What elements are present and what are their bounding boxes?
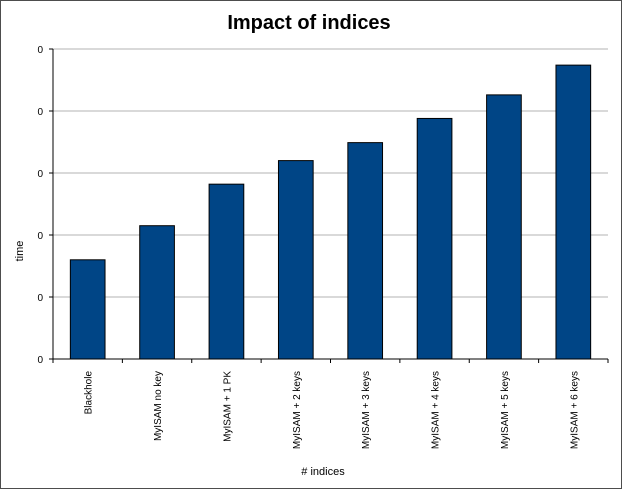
bar xyxy=(277,160,314,360)
bar xyxy=(416,117,453,360)
bar xyxy=(139,225,175,360)
x-axis-label: # indices xyxy=(301,466,345,478)
axes xyxy=(52,49,608,360)
y-ticks: 0 0 0 0 0 0 xyxy=(37,45,53,366)
y-tick-label: 0 xyxy=(37,169,43,180)
x-tick-label: MyISAM no key xyxy=(153,371,164,441)
bar xyxy=(347,142,384,360)
y-tick-label: 0 xyxy=(37,293,43,304)
y-tick-label: 0 xyxy=(37,355,43,366)
bars xyxy=(69,64,592,360)
x-ticks: Blackhole MyISAM no key MyISAM + 1 PK MyISA… xyxy=(52,359,609,449)
y-axis-label: time xyxy=(14,241,26,262)
x-tick-label: MyISAM + 4 keys xyxy=(431,371,442,449)
chart-title: Impact of indices xyxy=(227,12,390,34)
y-tick-label: 0 xyxy=(37,107,43,118)
bar xyxy=(486,94,522,360)
gridlines xyxy=(53,48,608,360)
bar xyxy=(555,64,592,360)
bar xyxy=(69,259,106,360)
bar xyxy=(208,183,245,360)
x-tick-label: MyISAM + 6 keys xyxy=(569,371,580,449)
y-tick-label: 0 xyxy=(37,45,43,56)
y-tick-label: 0 xyxy=(37,231,43,242)
x-tick-label: MyISAM + 2 keys xyxy=(292,371,303,449)
x-tick-label: MyISAM + 1 PK xyxy=(222,371,233,442)
x-tick-label: MyISAM + 3 keys xyxy=(361,371,372,449)
x-tick-label: MyISAM + 5 keys xyxy=(500,371,511,449)
x-tick-label: Blackhole xyxy=(84,371,95,415)
